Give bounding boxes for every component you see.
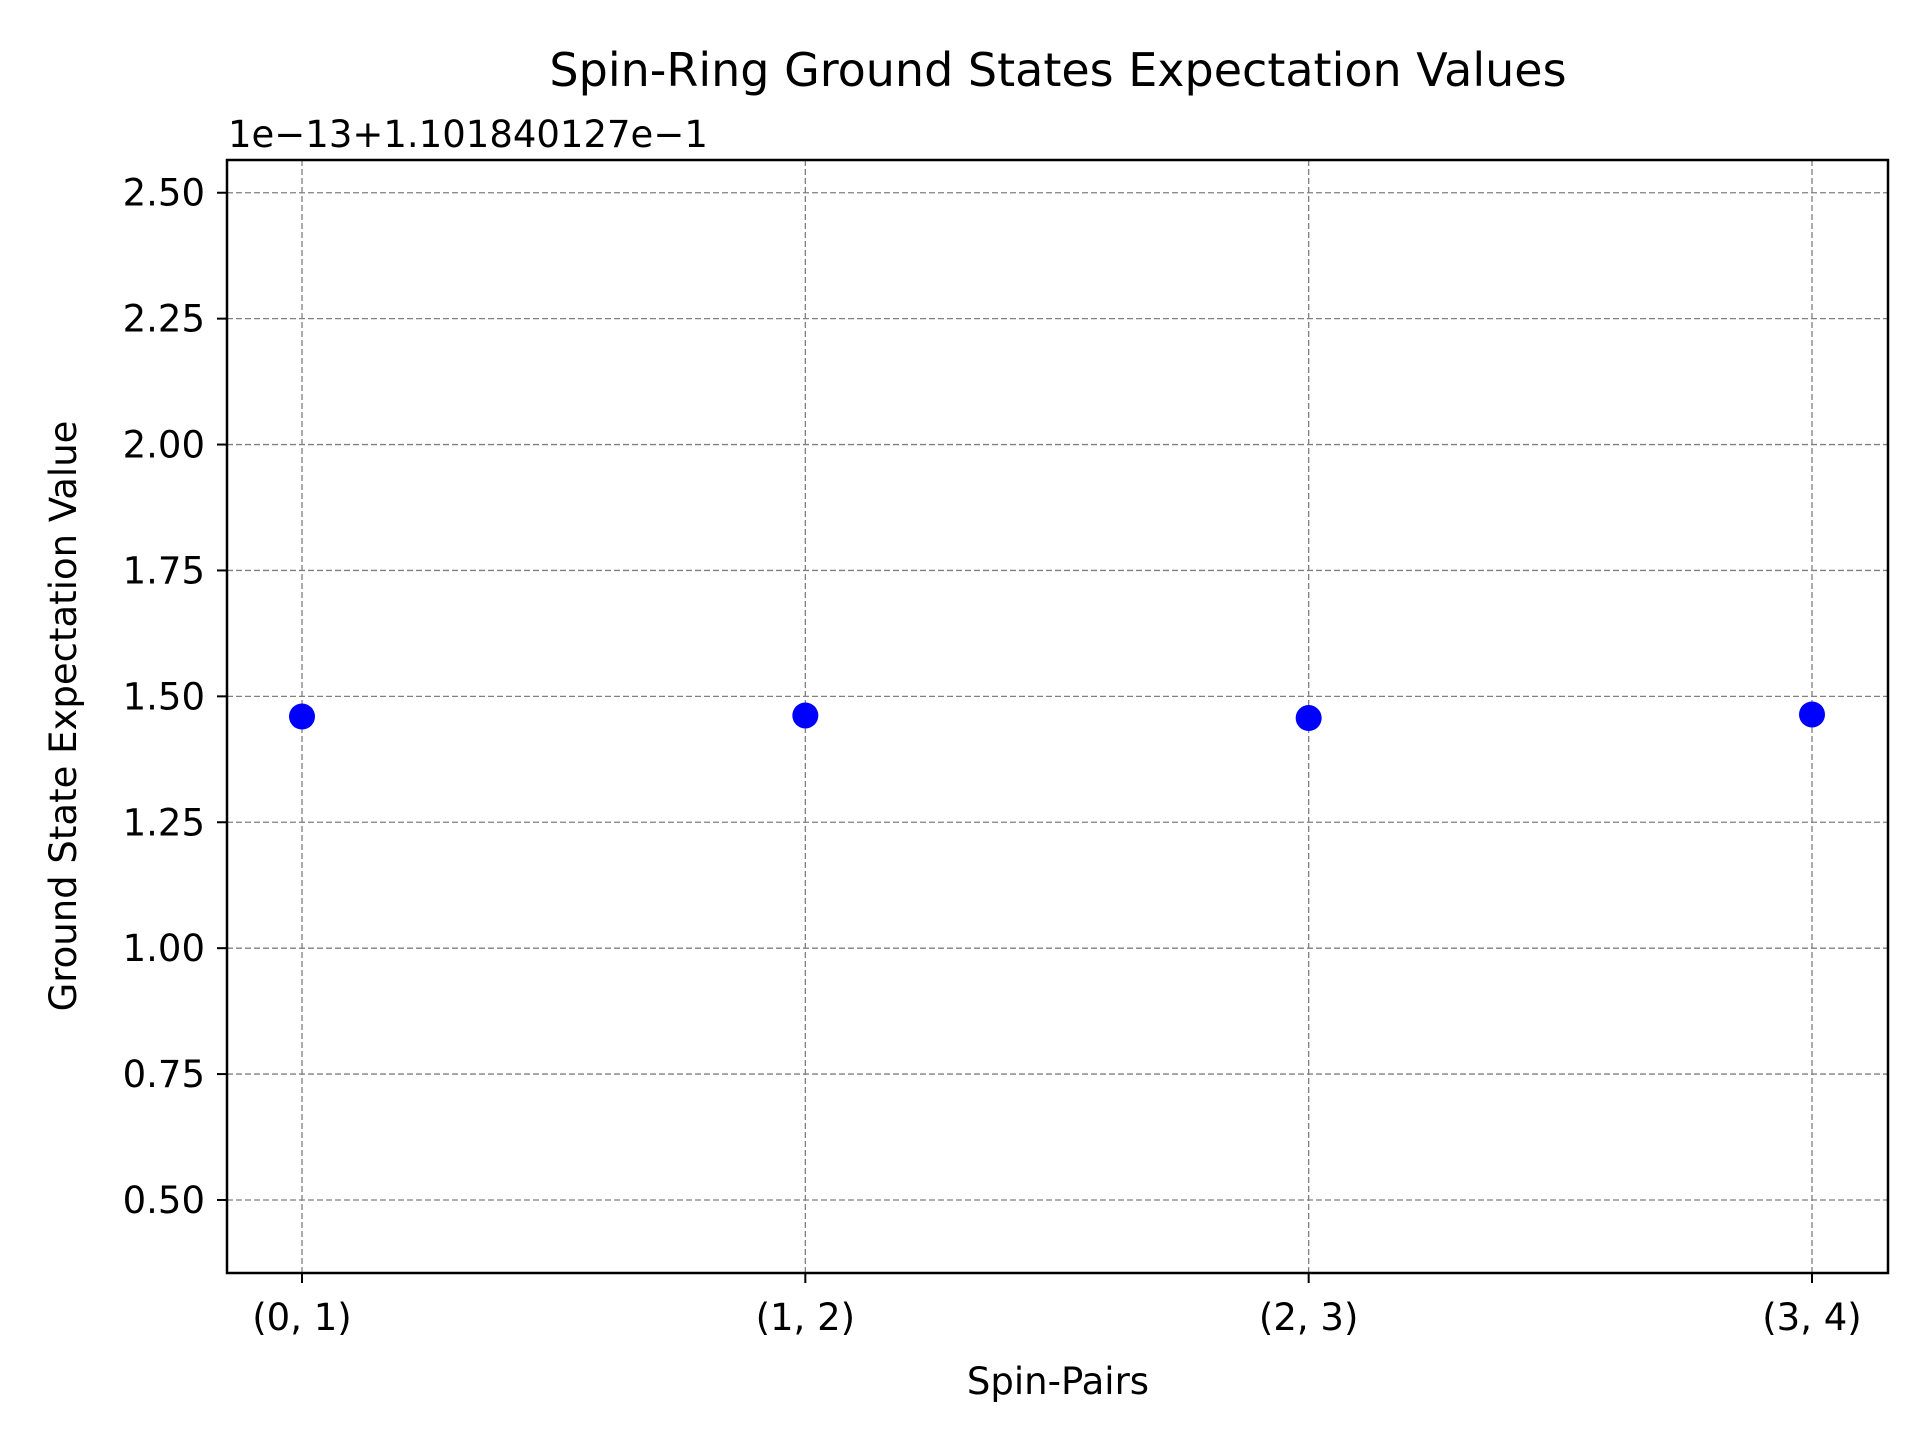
data-point (792, 702, 819, 729)
y-tick-label: 2.00 (123, 424, 205, 467)
x-tick-label: (3, 4) (1762, 1296, 1861, 1339)
y-tick-label: 1.00 (123, 927, 205, 970)
y-tick-label: 2.50 (123, 172, 205, 215)
y-tick-label: 1.50 (123, 675, 205, 718)
ticks: (0, 1) (1, 2) (2, 3) (3, 4) 0.50 0.75 1.00 1.25… (123, 172, 1862, 1339)
data-point (1295, 705, 1322, 732)
y-tick-label: 0.75 (123, 1053, 205, 1096)
data-points (289, 701, 1825, 732)
x-axis-label: Spin-Pairs (967, 1360, 1149, 1403)
y-tick-label: 1.25 (123, 801, 205, 844)
data-point (289, 703, 315, 730)
y-tick-label: 1.75 (123, 549, 205, 592)
y-axis-offset-text: 1e−13+1.101840127e−1 (228, 113, 708, 156)
grid (227, 160, 1888, 1273)
x-tick-label: (0, 1) (252, 1296, 351, 1339)
y-axis-label: Ground State Expectation Value (42, 421, 85, 1012)
data-point (1799, 701, 1825, 728)
x-tick-label: (2, 3) (1259, 1296, 1358, 1339)
x-tick-label: (1, 2) (756, 1296, 855, 1339)
chart-title: Spin-Ring Ground States Expectation Valu… (549, 43, 1566, 97)
y-tick-label: 2.25 (123, 298, 205, 341)
y-tick-label: 0.50 (123, 1179, 205, 1222)
plot-frame (225, 158, 1890, 1275)
